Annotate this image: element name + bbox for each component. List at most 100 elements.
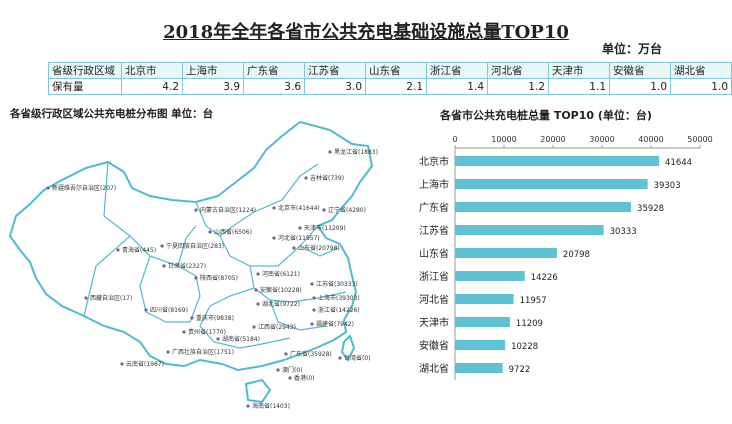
map-marker bbox=[116, 248, 120, 252]
bar-chart: 0 10000 20000 30000 40000 50000 北京市 41644 上海市 39… bbox=[419, 135, 713, 380]
map-label: 内蒙古自治区(1224) bbox=[200, 206, 256, 214]
bar-value-label: 35928 bbox=[637, 204, 664, 214]
map-marker bbox=[298, 226, 302, 230]
table-cell: 1.2 bbox=[487, 78, 549, 95]
category-label: 安徽省 bbox=[419, 339, 449, 352]
map-marker bbox=[182, 330, 186, 334]
map-label: 青海省(445) bbox=[122, 246, 156, 254]
summary-table: 省级行政区域 北京市 上海市 广东省 江苏省 山东省 浙江省 河北省 天津市 安… bbox=[48, 62, 732, 95]
map-label: 广东省(35928) bbox=[290, 350, 332, 358]
table-cell: 1.1 bbox=[548, 78, 610, 95]
map-label: 江苏省(30333) bbox=[316, 280, 358, 288]
map-label: 福建省(7942) bbox=[316, 320, 354, 328]
map-marker bbox=[166, 350, 170, 354]
map-hainan bbox=[244, 378, 272, 404]
map-marker bbox=[162, 264, 166, 268]
page-title: 2018年全年各省市公共充电基础设施总量TOP10 bbox=[163, 22, 569, 43]
bar bbox=[455, 294, 514, 304]
map-label: 湖北省(9722) bbox=[262, 300, 300, 308]
map-label: 山西省(6506) bbox=[214, 228, 252, 236]
bar bbox=[455, 248, 557, 258]
category-label: 山东省 bbox=[419, 247, 449, 260]
map-taiwan bbox=[340, 334, 356, 362]
table-cell: 上海市 bbox=[182, 62, 244, 79]
table-cell: 浙江省 bbox=[426, 62, 488, 79]
bar bbox=[455, 225, 604, 235]
map-marker bbox=[194, 276, 198, 280]
map-label: 贵州省(1770) bbox=[188, 328, 226, 336]
map-marker bbox=[190, 316, 194, 320]
map-label: 辽宁省(4280) bbox=[328, 206, 366, 214]
map-label: 河北省(11957) bbox=[278, 234, 320, 242]
map-marker bbox=[284, 352, 288, 356]
table-cell: 3.0 bbox=[304, 78, 366, 95]
map-label: 宁夏回族自治区(283) bbox=[166, 242, 224, 250]
table-cell: 湖北省 bbox=[670, 62, 732, 79]
category-label: 江苏省 bbox=[419, 224, 449, 237]
table-cell: 2.1 bbox=[365, 78, 427, 95]
unit-label: 单位：万台 bbox=[601, 42, 662, 56]
map-label: 天津市(11209) bbox=[304, 224, 346, 232]
category-label: 上海市 bbox=[419, 178, 449, 191]
table-cell: 山东省 bbox=[365, 62, 427, 79]
map-label: 安徽省(10228) bbox=[260, 286, 302, 294]
bar bbox=[455, 271, 525, 281]
map-marker bbox=[144, 308, 148, 312]
map-label: 山东省(20798) bbox=[298, 244, 340, 252]
map-marker bbox=[312, 296, 316, 300]
map-label: 澳门(0) bbox=[282, 366, 303, 374]
map-marker bbox=[328, 150, 332, 154]
map-label: 云南省(1987) bbox=[126, 360, 164, 368]
map-label: 北京市(41644) bbox=[278, 204, 320, 212]
table-cell: 安徽省 bbox=[609, 62, 671, 79]
table-cell: 天津市 bbox=[548, 62, 610, 79]
map-label: 吉林省(739) bbox=[310, 174, 344, 182]
map-marker bbox=[292, 246, 296, 250]
map-province-borders bbox=[83, 161, 347, 349]
x-tick-label: 40000 bbox=[638, 135, 663, 144]
bar-value-label: 11957 bbox=[520, 296, 547, 306]
table-cell: 1.4 bbox=[426, 78, 488, 95]
category-label: 河北省 bbox=[419, 293, 449, 306]
table-cell: 北京市 bbox=[121, 62, 183, 79]
category-label: 广东省 bbox=[419, 201, 449, 214]
map-outline bbox=[8, 120, 374, 372]
category-label: 浙江省 bbox=[419, 270, 449, 283]
map-marker bbox=[276, 368, 280, 372]
bar bbox=[455, 179, 648, 189]
map-marker bbox=[256, 272, 260, 276]
map-marker bbox=[208, 230, 212, 234]
map-label: 黑龙江省(1883) bbox=[334, 148, 378, 156]
map-marker bbox=[46, 186, 50, 190]
map-label: 甘肃省(2327) bbox=[168, 262, 206, 270]
table-cell: 1.0 bbox=[609, 78, 671, 95]
bar-value-label: 11209 bbox=[516, 319, 543, 329]
map-marker bbox=[288, 376, 292, 380]
map-marker bbox=[160, 244, 164, 248]
table-cell: 河北省 bbox=[487, 62, 549, 79]
bar bbox=[455, 156, 660, 166]
x-tick-label: 20000 bbox=[540, 135, 565, 144]
map-marker bbox=[216, 337, 220, 341]
map-marker bbox=[272, 236, 276, 240]
table-cell: 1.0 bbox=[670, 78, 732, 95]
map-label: 新疆维吾尔自治区(207) bbox=[52, 184, 116, 192]
map-label: 浙江省(14226) bbox=[318, 306, 360, 314]
map-label: 香港(0) bbox=[294, 374, 315, 382]
bar-value-label: 9722 bbox=[509, 365, 531, 375]
table-cell: 4.2 bbox=[121, 78, 183, 95]
bar-value-label: 30333 bbox=[610, 227, 637, 237]
bar bbox=[455, 363, 503, 373]
table-cell: 江苏省 bbox=[304, 62, 366, 79]
map-marker bbox=[246, 404, 250, 408]
table-row: 保有量 4.2 3.9 3.6 3.0 2.1 1.4 1.2 1.1 1.0 … bbox=[48, 78, 732, 95]
x-tick-label: 10000 bbox=[491, 135, 516, 144]
table-row-header: 省级行政区域 bbox=[48, 62, 122, 79]
china-map: 黑龙江省(1883) 吉林省(739) 内蒙古自治区(1224) 辽宁省(4280) 新… bbox=[8, 120, 378, 410]
table-cell: 广东省 bbox=[243, 62, 305, 79]
map-marker bbox=[272, 206, 276, 210]
map-marker bbox=[194, 208, 198, 212]
map-marker bbox=[84, 296, 88, 300]
bar-value-label: 14226 bbox=[531, 273, 558, 283]
map-marker bbox=[310, 282, 314, 286]
